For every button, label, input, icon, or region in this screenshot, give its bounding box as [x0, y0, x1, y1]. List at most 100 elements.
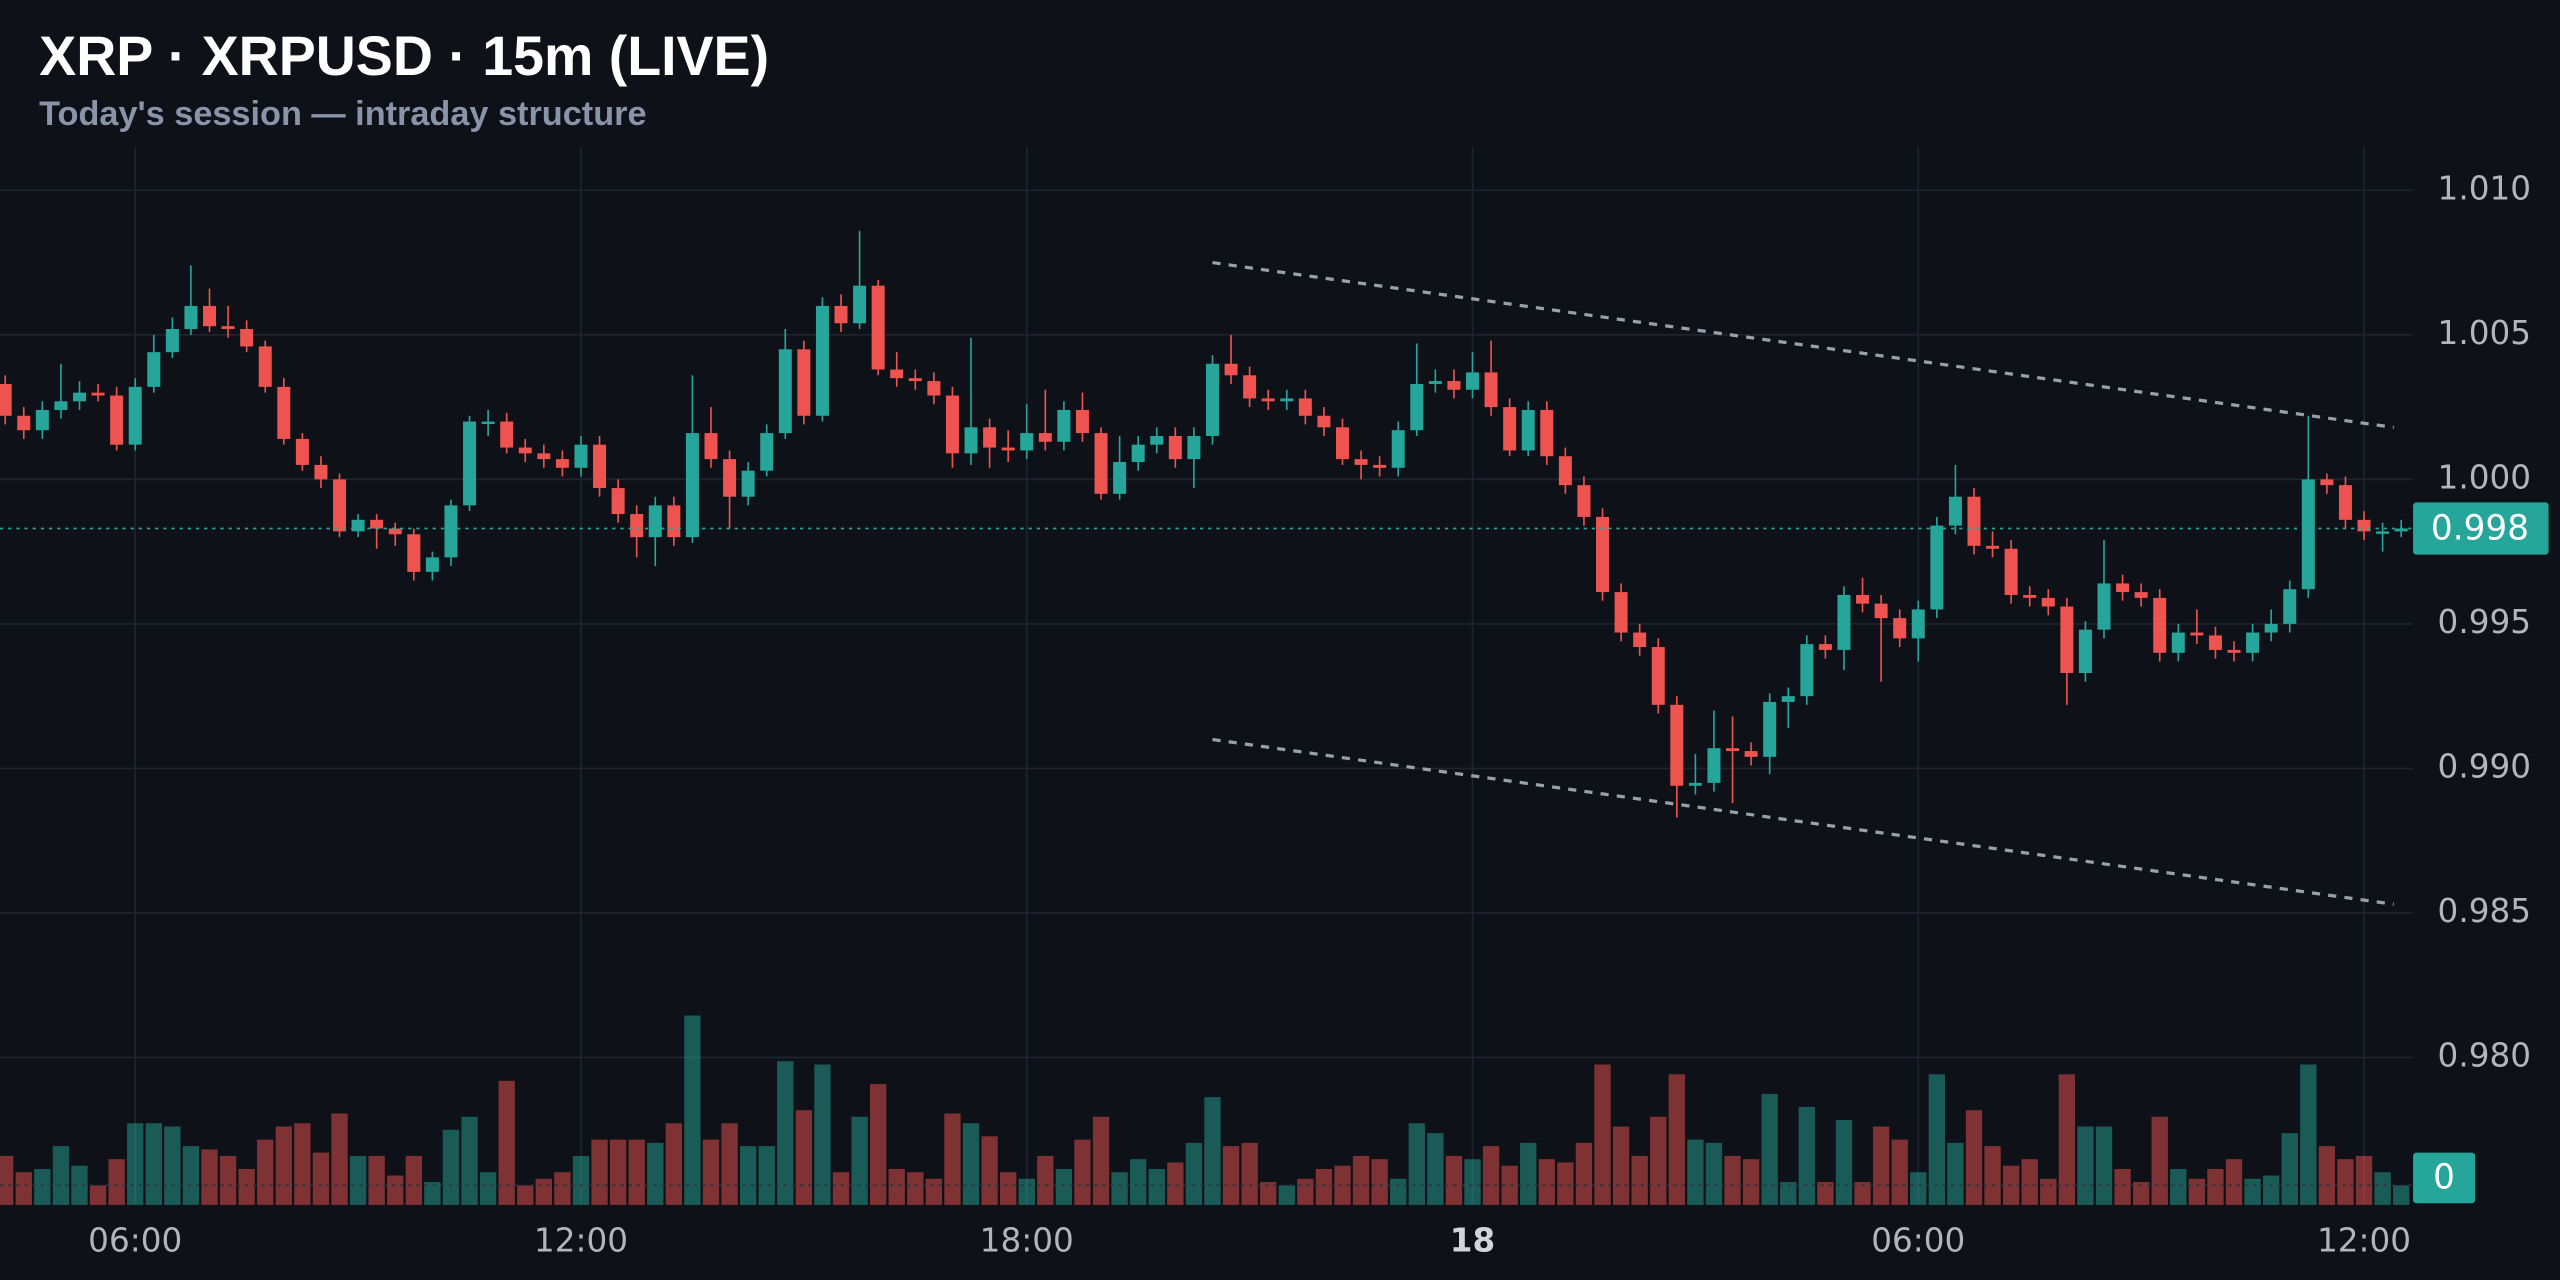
volume-bar	[609, 1139, 627, 1205]
volume-bar	[1000, 1172, 1017, 1205]
x-tick-label: 18:00	[980, 1221, 1074, 1259]
candle-body	[1781, 696, 1795, 702]
volume-bar	[1705, 1142, 1723, 1205]
volume-bar	[1111, 1172, 1128, 1205]
volume-bar	[331, 1113, 348, 1205]
volume-bar	[2244, 1178, 2261, 1205]
x-tick-label: 12:00	[534, 1221, 628, 1259]
volume-bar	[1575, 1142, 1593, 1205]
candle-body	[1874, 603, 1888, 619]
volume-bar	[1742, 1159, 1760, 1205]
volume-bar	[1074, 1139, 1091, 1205]
volume-bar	[795, 1110, 813, 1205]
volume-bar	[1928, 1074, 1946, 1205]
volume-bar	[1798, 1106, 1815, 1205]
volume-bar	[52, 1146, 70, 1205]
volume-bar	[2337, 1159, 2354, 1205]
candle-body	[741, 470, 755, 497]
candle-body	[1335, 427, 1349, 460]
volume-bar	[2132, 1182, 2150, 1205]
candle-body	[555, 459, 569, 468]
y-tick-label: 1.005	[2438, 314, 2531, 352]
x-tick-label: 18	[1450, 1221, 1495, 1259]
y-tick-label: 1.000	[2438, 458, 2531, 496]
candle-body	[54, 401, 68, 410]
candle-body	[2320, 479, 2334, 486]
volume-bar	[461, 1116, 478, 1205]
volume-bar	[1631, 1155, 1648, 1205]
candle-body	[165, 329, 179, 353]
volume-bar	[201, 1149, 218, 1205]
candle-body	[1614, 592, 1628, 633]
candle-body	[17, 415, 31, 431]
candle-body	[1075, 409, 1089, 434]
volume-bar	[2151, 1116, 2168, 1205]
candle-body	[1818, 644, 1832, 650]
y-tick-label: 0.985	[2438, 892, 2531, 930]
volume-bar	[2207, 1168, 2224, 1205]
candle-body	[184, 305, 198, 330]
volume-bar	[1427, 1133, 1444, 1205]
candle-body	[481, 421, 495, 424]
candle-body	[593, 444, 607, 489]
volume-bar	[1222, 1146, 1240, 1205]
volume-bar	[1278, 1185, 1295, 1205]
volume-tick-label: 0	[2433, 1157, 2455, 1197]
candle-body	[2208, 635, 2222, 650]
candle-body	[1131, 444, 1145, 463]
volume-bar	[1130, 1159, 1147, 1205]
candle-body	[871, 285, 885, 370]
volume-bar	[1018, 1178, 1035, 1205]
candle-body	[2190, 632, 2204, 636]
volume-bar	[888, 1168, 905, 1205]
volume-bar	[2393, 1185, 2410, 1205]
volume-bar	[1687, 1139, 1704, 1205]
volume-bar	[702, 1139, 720, 1205]
volume-bar	[1297, 1178, 1314, 1205]
candle-body	[370, 519, 384, 529]
volume-bar	[1204, 1097, 1221, 1205]
candle-body	[2283, 589, 2297, 624]
candle-body	[1428, 381, 1442, 384]
volume-bar	[2114, 1168, 2131, 1205]
volume-bar	[219, 1155, 237, 1205]
volume-bar	[1817, 1182, 1834, 1205]
candle-body	[1948, 496, 1962, 526]
volume-bar	[2058, 1074, 2076, 1205]
volume-bar	[1520, 1142, 1537, 1205]
candle-body	[1020, 433, 1034, 451]
volume-bar	[387, 1175, 404, 1205]
candle-body	[927, 381, 941, 396]
candle-body	[1205, 363, 1219, 436]
candle-body	[2227, 649, 2241, 653]
candle-body	[258, 346, 272, 387]
candle-body	[1633, 632, 1647, 648]
volume-bar	[1854, 1182, 1871, 1205]
volume-bar	[127, 1123, 144, 1205]
candle-body	[221, 326, 235, 330]
volume-bar	[1390, 1178, 1407, 1205]
volume-bar	[925, 1178, 943, 1205]
volume-bar	[554, 1172, 571, 1205]
volume-bar	[275, 1126, 292, 1205]
candle-body	[2023, 594, 2037, 598]
volume-bar	[1947, 1142, 1964, 1205]
candle-body	[1466, 372, 1480, 390]
volume-bar	[2355, 1155, 2373, 1205]
candle-body	[574, 444, 588, 468]
volume-bar	[851, 1116, 868, 1205]
candle-body	[0, 383, 12, 416]
candle-body	[1113, 462, 1127, 494]
volume-bar	[777, 1061, 794, 1205]
volume-bar	[89, 1185, 107, 1205]
volume-bar	[1037, 1155, 1054, 1205]
candle-body	[72, 392, 86, 402]
candle-body	[1744, 751, 1758, 757]
candle-body	[1168, 435, 1182, 460]
candle-body	[1763, 701, 1777, 757]
volume-bar	[1872, 1126, 1890, 1205]
candle-body	[35, 409, 49, 431]
volume-bar	[71, 1165, 88, 1205]
candle-body	[91, 392, 105, 396]
candle-body	[1038, 433, 1052, 442]
